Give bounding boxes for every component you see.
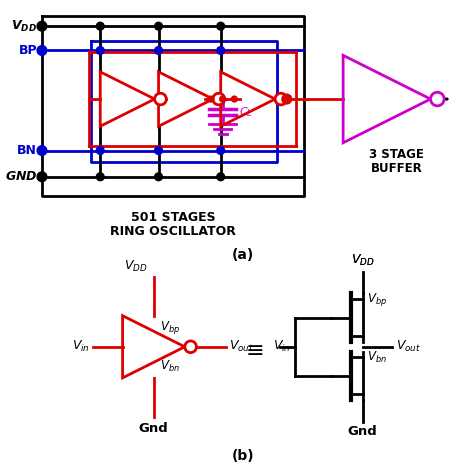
Circle shape [282, 94, 292, 104]
Text: $V_{bn}$: $V_{bn}$ [367, 350, 387, 365]
Circle shape [217, 173, 225, 181]
Circle shape [155, 46, 163, 55]
Circle shape [185, 341, 196, 353]
Text: $V_{out}$: $V_{out}$ [229, 339, 255, 355]
Circle shape [37, 146, 47, 155]
Circle shape [213, 93, 225, 105]
Text: $V_{in}$: $V_{in}$ [273, 339, 291, 355]
Circle shape [155, 146, 163, 155]
Text: (a): (a) [232, 248, 254, 262]
Text: 501 STAGES: 501 STAGES [131, 211, 215, 224]
Circle shape [96, 146, 104, 155]
Circle shape [220, 96, 226, 102]
Circle shape [96, 46, 104, 55]
Text: $V_{DD}$: $V_{DD}$ [351, 253, 374, 268]
Text: $V_{bp}$: $V_{bp}$ [367, 291, 388, 308]
Text: BP: BP [18, 44, 37, 57]
Text: $V_{DD}$: $V_{DD}$ [124, 259, 148, 274]
Circle shape [430, 92, 444, 106]
Text: $C_L$: $C_L$ [239, 105, 253, 118]
Text: (b): (b) [232, 449, 255, 463]
Text: RING OSCILLATOR: RING OSCILLATOR [110, 225, 236, 238]
Circle shape [37, 46, 47, 55]
Text: $V_{out}$: $V_{out}$ [396, 339, 421, 355]
Text: $\bfit{V}_{DD}$: $\bfit{V}_{DD}$ [11, 18, 37, 34]
Text: $V_{bn}$: $V_{bn}$ [160, 359, 180, 374]
Circle shape [155, 93, 166, 105]
Text: $\bfit{GND}$: $\bfit{GND}$ [5, 170, 37, 183]
Circle shape [155, 22, 163, 30]
Circle shape [37, 21, 47, 31]
Text: $V_{bp}$: $V_{bp}$ [160, 319, 180, 336]
Text: $\equiv$: $\equiv$ [241, 339, 264, 359]
Circle shape [217, 146, 225, 155]
Circle shape [37, 172, 47, 182]
Text: Gnd: Gnd [139, 421, 169, 435]
Circle shape [96, 173, 104, 181]
Text: Gnd: Gnd [347, 426, 377, 438]
Text: BN: BN [17, 144, 37, 157]
Circle shape [231, 96, 237, 102]
Text: BUFFER: BUFFER [371, 162, 422, 175]
Circle shape [96, 22, 104, 30]
Text: $V_{DD}$: $V_{DD}$ [351, 253, 374, 268]
Circle shape [275, 93, 287, 105]
Circle shape [217, 46, 225, 55]
Circle shape [208, 96, 214, 102]
Circle shape [217, 22, 225, 30]
Circle shape [155, 173, 163, 181]
Text: 3 STAGE: 3 STAGE [369, 147, 424, 161]
Text: $V_{in}$: $V_{in}$ [72, 339, 90, 355]
